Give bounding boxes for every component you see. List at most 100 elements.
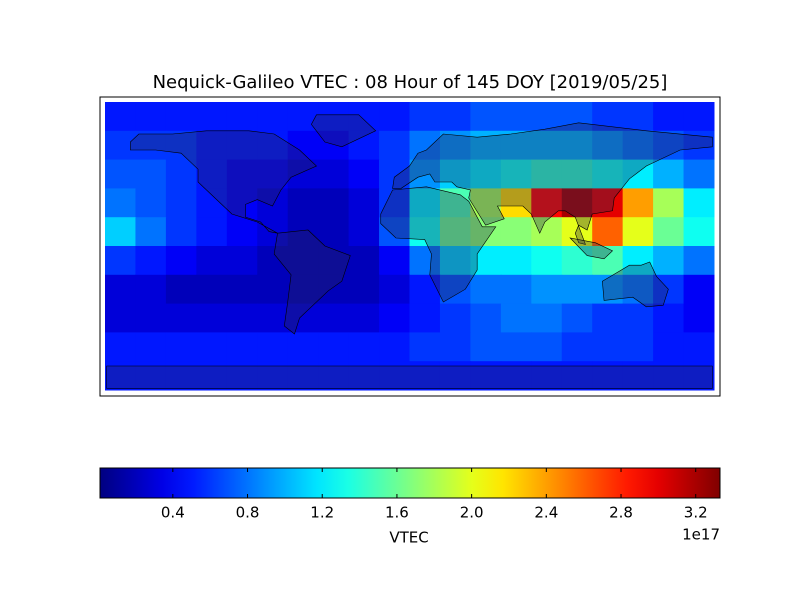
heatmap-cell — [379, 246, 410, 276]
heatmap-cell — [622, 102, 654, 132]
map-frame — [99, 96, 721, 397]
heatmap-cell — [135, 102, 167, 132]
heatmap-cell — [287, 303, 319, 333]
heatmap-cell — [165, 303, 197, 333]
heatmap-cell — [409, 217, 441, 247]
heatmap-cell — [683, 246, 715, 276]
heatmap-cell — [379, 303, 410, 333]
heatmap-cell — [287, 274, 319, 305]
heatmap-cell — [135, 130, 167, 161]
heatmap-cell — [561, 274, 593, 305]
heatmap-cell — [287, 188, 319, 218]
heatmap-cell — [105, 332, 136, 362]
chart-title: Nequick-Galileo VTEC : 08 Hour of 145 DO… — [153, 72, 668, 93]
heatmap-cell — [165, 217, 197, 247]
heatmap-cell — [135, 303, 167, 333]
heatmap-cell — [318, 246, 350, 276]
heatmap-cell — [105, 188, 136, 218]
australia — [602, 262, 668, 307]
heatmap-cell — [135, 246, 167, 276]
heatmap-cell — [531, 303, 563, 333]
heatmap-cell — [287, 332, 319, 362]
heatmap-cell — [653, 188, 685, 218]
heatmap-cell — [226, 332, 258, 362]
heatmap-cell — [196, 332, 228, 362]
heatmap-cell — [379, 130, 410, 161]
heatmap-cell — [226, 303, 258, 333]
heatmap-cell — [653, 159, 685, 189]
heatmap-cell — [196, 274, 228, 305]
heatmap-cell — [196, 102, 228, 132]
heatmap-cell — [257, 188, 289, 218]
heatmap-cell — [531, 332, 563, 362]
heatmap-cell — [500, 274, 532, 305]
heatmap-cell — [653, 274, 685, 305]
heatmap-cell — [561, 332, 593, 362]
heatmap — [105, 102, 715, 391]
heatmap-cell — [439, 188, 471, 218]
eurasia — [393, 123, 713, 245]
heatmap-cell — [561, 188, 593, 218]
heatmap-cell — [135, 159, 167, 189]
heatmap-cell — [531, 217, 563, 247]
greenland — [311, 115, 375, 147]
heatmap-cell — [409, 274, 441, 305]
heatmap-cell — [165, 274, 197, 305]
heatmap-cell — [257, 246, 289, 276]
heatmap-cell — [379, 188, 410, 218]
heatmap-cell — [531, 274, 563, 305]
heatmap-cell — [622, 246, 654, 276]
colorbar-tick-label: 3.2 — [684, 504, 708, 522]
colorbar-tick-label: 0.8 — [236, 504, 260, 522]
heatmap-cell — [257, 102, 289, 132]
colorbar-tick-label: 0.4 — [161, 504, 185, 522]
heatmap-cell — [348, 102, 380, 132]
heatmap-cell — [226, 130, 258, 161]
heatmap-cell — [653, 217, 685, 247]
heatmap-cell — [257, 332, 289, 362]
heatmap-cell — [622, 188, 654, 218]
heatmap-cell — [318, 130, 350, 161]
heatmap-cell — [683, 102, 715, 132]
heatmap-cell — [409, 130, 441, 161]
heatmap-cell — [561, 159, 593, 189]
heatmap-cell — [287, 246, 319, 276]
heatmap-cell — [257, 274, 289, 305]
heatmap-cell — [439, 130, 471, 161]
heatmap-cell — [653, 102, 685, 132]
heatmap-cell — [592, 159, 624, 189]
heatmap-cell — [439, 102, 471, 132]
heatmap-cell — [683, 303, 715, 333]
heatmap-cell — [683, 188, 715, 218]
heatmap-cell — [439, 303, 471, 333]
heatmap-cell — [348, 274, 380, 305]
heatmap-cell — [318, 332, 350, 362]
heatmap-cell — [226, 102, 258, 132]
heatmap-cell — [105, 246, 136, 276]
heatmap-cell — [683, 159, 715, 189]
heatmap-cell — [622, 332, 654, 362]
heatmap-cell — [439, 274, 471, 305]
heatmap-cell — [318, 217, 350, 247]
heatmap-cell — [592, 303, 624, 333]
heatmap-cell — [318, 274, 350, 305]
heatmap-cell — [348, 159, 380, 189]
north-america — [130, 131, 316, 233]
south-america — [274, 230, 350, 334]
heatmap-cell — [409, 303, 441, 333]
heatmap-cell — [622, 159, 654, 189]
heatmap-cell — [257, 130, 289, 161]
heatmap-cell — [500, 130, 532, 161]
heatmap-cell — [592, 217, 624, 247]
heatmap-cell — [105, 217, 136, 247]
heatmap-cell — [592, 246, 624, 276]
heatmap-cell — [409, 332, 441, 362]
heatmap-cell — [165, 102, 197, 132]
heatmap-cell — [105, 159, 136, 189]
heatmap-cell — [470, 332, 502, 362]
heatmap-cell — [531, 130, 563, 161]
heatmap-cell — [622, 217, 654, 247]
heatmap-cell — [196, 303, 228, 333]
